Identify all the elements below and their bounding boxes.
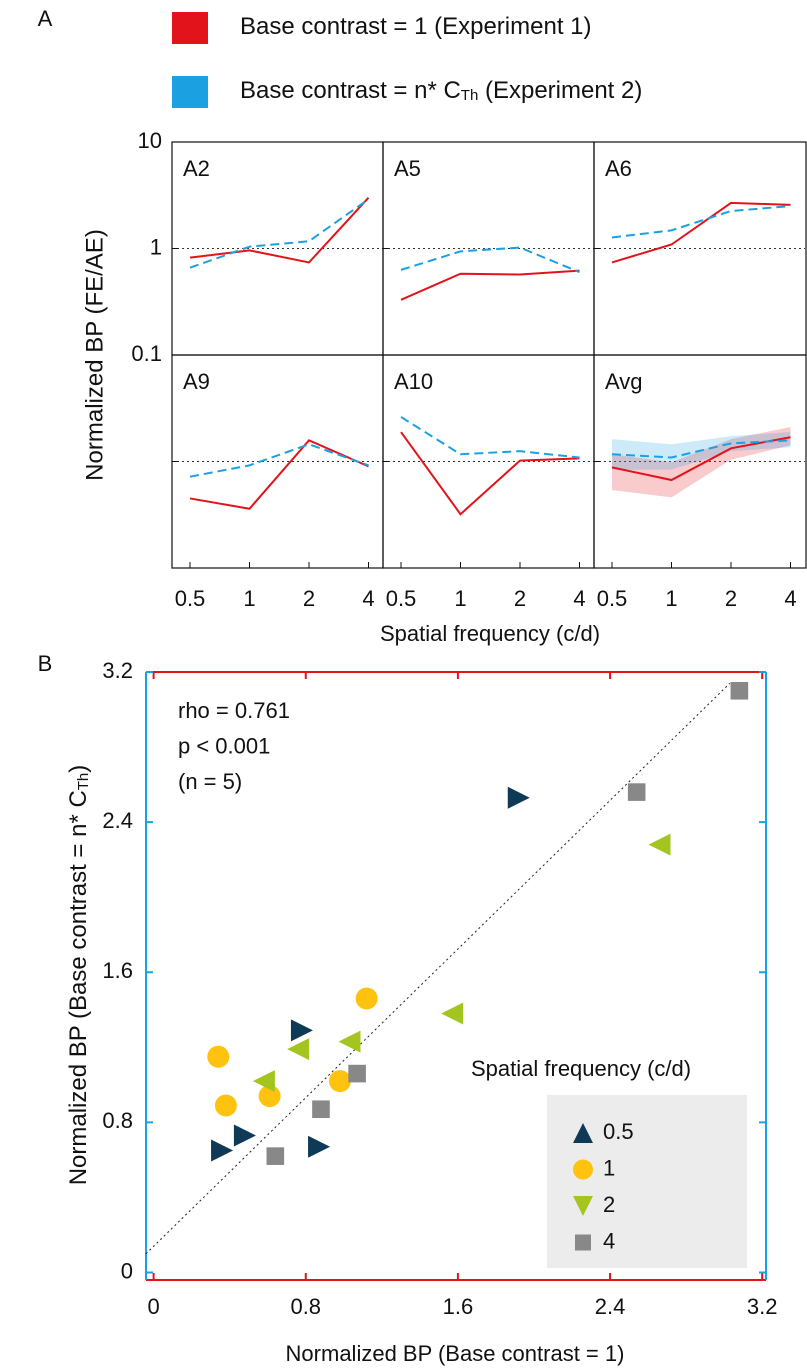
line [611,439,791,459]
marker [507,786,530,809]
x-tick-label: 4 [362,586,374,611]
y-tick-label: 1.6 [102,958,133,983]
x-tick-label: 4 [784,586,796,611]
legend-label: 1 [603,1155,615,1180]
line [189,439,369,510]
annotation: (n = 5) [178,769,242,794]
legend-marker [575,1234,591,1251]
marker [233,1124,256,1147]
text-part: Base contrast = n* C [240,77,461,104]
annotation: p < 0.001 [178,733,270,758]
line [189,443,369,478]
marker [308,1135,331,1158]
panel-title: Avg [605,369,643,394]
x-tick-label: 0.8 [290,1294,321,1319]
text-part: ) [65,765,92,773]
x-tick-label: 2.4 [595,1294,626,1319]
y-tick-label: 3.2 [102,658,133,683]
x-tick-label: 2 [725,586,737,611]
line [400,416,580,459]
subscript: Th [461,87,479,104]
panel-label: B [38,651,53,676]
marker [648,833,671,856]
legend-label: 2 [603,1192,615,1217]
line [400,269,580,301]
x-tick-label: 1 [243,586,255,611]
x-tick-label: 2 [303,586,315,611]
line [611,201,791,264]
x-tick-label: 0.5 [175,586,206,611]
x-tick-label: 1.6 [443,1294,474,1319]
legend-label: 4 [603,1228,615,1253]
panel-title: A10 [394,369,433,394]
subscript: Th [75,773,92,791]
marker [338,1030,361,1053]
line [189,197,370,264]
legend-marker [573,1196,593,1216]
legend-swatch [172,12,208,44]
marker [266,1147,285,1165]
marker [348,1064,366,1083]
y-tick-label: 10 [138,128,162,153]
marker [290,1019,313,1042]
text-part: Normalized BP (Base contrast = n* C [65,790,92,1185]
marker [252,1070,275,1093]
marker [207,1045,230,1068]
legend-label: 0.5 [603,1119,634,1144]
annotation: rho = 0.761 [178,698,290,723]
y-axis-label: Normalized BP (FE/AE) [81,229,108,481]
legend-swatch [172,76,208,108]
marker [214,1094,237,1117]
legend-marker [573,1123,593,1143]
line [189,198,370,269]
text-part: Base contrast = 1 (Experiment 1) [240,13,592,40]
x-tick-label: 0.5 [386,586,417,611]
marker [730,681,749,700]
panel-title: A2 [183,156,210,181]
legend-label: Base contrast = n* CTh (Experiment 2) [240,77,642,104]
marker [258,1085,281,1108]
marker [287,1038,310,1061]
y-axis-label: Normalized BP (Base contrast = n* CTh) [65,765,92,1186]
line [400,246,580,274]
fit-line [145,682,731,1255]
y-tick-label: 1 [150,234,162,259]
legend-label: Base contrast = 1 (Experiment 1) [240,13,592,40]
line [611,205,791,239]
x-axis-label: Normalized BP (Base contrast = 1) [286,1341,625,1366]
legend-title: Spatial frequency (c/d) [471,1056,691,1081]
marker [312,1100,330,1119]
marker [355,987,378,1010]
panel-title: A5 [394,156,421,181]
marker [211,1139,234,1162]
legend-marker [573,1159,593,1180]
x-tick-label: 0 [147,1294,159,1319]
marker [441,1002,464,1025]
marker [627,783,646,801]
y-tick-label: 0 [121,1258,133,1283]
panel-label: A [38,6,53,31]
x-tick-label: 2 [514,586,526,611]
line [400,431,580,516]
x-tick-label: 1 [454,586,466,611]
y-tick-label: 0.8 [102,1108,133,1133]
y-tick-label: 2.4 [102,808,133,833]
x-tick-label: 0.5 [597,586,628,611]
x-axis-label: Spatial frequency (c/d) [380,621,600,646]
line [611,436,791,482]
panel-title: A6 [605,156,632,181]
x-tick-label: 3.2 [747,1294,778,1319]
text-part: (Experiment 2) [478,77,642,104]
marker [328,1070,351,1093]
x-tick-label: 4 [573,586,585,611]
panel-title: A9 [183,369,210,394]
x-tick-label: 1 [665,586,677,611]
y-tick-label: 0.1 [131,341,162,366]
